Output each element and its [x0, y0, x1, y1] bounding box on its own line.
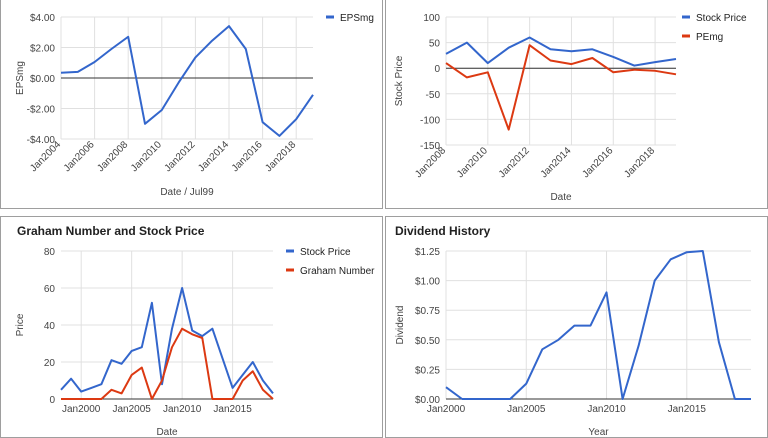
x-tick-label: Jan2005 — [507, 404, 546, 415]
chart-panel-price-pe: 100 50 0 -50 -100 -150 Jan2008 Jan2010 Jan2012 Ja… — [385, 0, 768, 209]
x-tick-label: Jan2006 — [62, 139, 97, 174]
graham-chart: 80 60 40 20 0 Jan2000 Jan2005 Jan2010 Jan2015 Dat… — [15, 247, 375, 438]
y-tick-label: 50 — [429, 39, 441, 50]
y-tick-label: -$4.00 — [27, 135, 56, 146]
legend-label: Graham Number — [300, 266, 375, 277]
x-axis-title: Date / Jul99 — [160, 187, 214, 198]
chart-title: Graham Number and Stock Price — [17, 224, 205, 238]
y-tick-label: $1.25 — [415, 247, 440, 258]
eps-chart: $4.00$2.00$0.00-$2.00-$4.00Jan2004Jan200… — [15, 13, 374, 198]
y-tick-label: -$2.00 — [27, 105, 56, 116]
x-tick-label: Jan2010 — [129, 139, 164, 174]
series-line — [445, 250, 751, 400]
x-tick-label: Jan2016 — [580, 145, 615, 180]
y-axis-title: Stock Price — [394, 55, 405, 106]
x-tick-label: Jan2005 — [112, 404, 151, 415]
x-tick-label: Jan2014 — [196, 139, 231, 174]
y-axis-title: Price — [15, 313, 26, 336]
chart-panel-graham: Graham Number and Stock Price 80 60 40 20 0 J… — [0, 216, 383, 438]
series-line — [60, 287, 274, 395]
x-tick-label: Jan2010 — [163, 404, 202, 415]
series-line — [61, 327, 274, 400]
x-tick-label: Jan2000 — [427, 404, 466, 415]
x-axis-title: Date — [156, 427, 178, 438]
chart-panel-dividend: Dividend History $1.25 $1.00 $0.75 $0.50 $0.… — [385, 216, 768, 438]
x-tick-label: Jan2015 — [213, 404, 252, 415]
y-tick-label: -150 — [420, 141, 440, 152]
x-tick-label: Jan2018 — [263, 139, 298, 174]
legend-label: PEmg — [696, 32, 723, 43]
x-tick-label: Jan2008 — [95, 139, 130, 174]
x-tick-label: Jan2014 — [539, 145, 574, 180]
x-axis-title: Date — [550, 192, 572, 203]
series-line — [445, 44, 677, 131]
y-tick-label: 60 — [44, 284, 56, 295]
y-tick-label: -50 — [426, 90, 441, 101]
x-tick-label: Jan2010 — [587, 404, 626, 415]
x-tick-label: Jan2012 — [497, 145, 532, 180]
x-tick-label: Jan2012 — [163, 139, 198, 174]
x-tick-label: Jan2000 — [62, 404, 101, 415]
y-axis-title: Dividend — [395, 306, 406, 345]
chart-panel-eps: $4.00 $2.00 $0.00 -$2.00 -$4.00 Jan2004 Jan200… — [0, 0, 383, 209]
y-tick-label: 100 — [423, 13, 440, 24]
legend-label: EPSmg — [340, 13, 374, 24]
y-tick-label: 0 — [49, 395, 55, 406]
y-axis-title: EPSmg — [15, 61, 26, 95]
x-tick-label: Jan2010 — [455, 145, 490, 180]
x-tick-label: Jan2018 — [622, 145, 657, 180]
y-tick-label: 0 — [434, 64, 440, 75]
x-axis-title: Year — [588, 427, 609, 438]
y-tick-label: $4.00 — [30, 13, 55, 24]
y-tick-label: $1.00 — [415, 277, 440, 288]
y-tick-label: $0.00 — [415, 395, 440, 406]
legend-label: Stock Price — [696, 13, 747, 24]
legend-label: Stock Price — [300, 247, 351, 258]
y-tick-label: 40 — [44, 321, 56, 332]
y-tick-label: $0.50 — [415, 336, 440, 347]
y-tick-label: $2.00 — [30, 44, 55, 55]
y-tick-label: $0.00 — [30, 74, 55, 85]
series-line — [445, 36, 677, 67]
chart-title: Dividend History — [395, 224, 491, 238]
x-tick-label: Jan2015 — [668, 404, 707, 415]
y-tick-label: $0.75 — [415, 306, 440, 317]
series-line — [60, 25, 314, 137]
y-tick-label: -100 — [420, 115, 440, 126]
y-tick-label: 20 — [44, 358, 56, 369]
x-tick-label: Jan2016 — [230, 139, 265, 174]
y-tick-label: 80 — [44, 247, 56, 258]
y-tick-label: $0.25 — [415, 365, 440, 376]
